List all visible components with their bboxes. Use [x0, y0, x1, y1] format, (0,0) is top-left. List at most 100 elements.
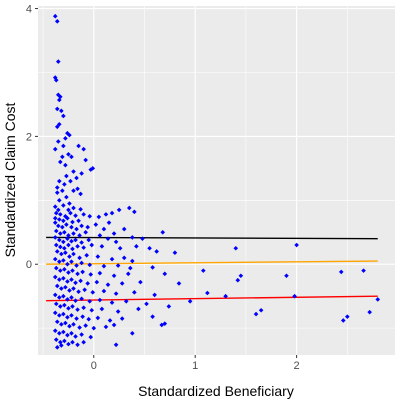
data-point: [294, 242, 299, 248]
data-point: [90, 166, 96, 171]
data-point: [69, 313, 74, 318]
data-point: [238, 273, 244, 279]
data-point: [55, 139, 61, 144]
data-point: [67, 201, 72, 206]
data-point: [79, 171, 84, 176]
data-point: [97, 270, 103, 276]
data-point: [103, 324, 109, 330]
data-point: [187, 299, 193, 304]
data-point: [132, 209, 137, 215]
data-point: [64, 173, 69, 179]
data-point: [83, 157, 88, 163]
data-point: [201, 268, 206, 273]
data-point: [172, 250, 178, 256]
data-point: [125, 271, 131, 277]
data-point: [66, 341, 71, 347]
data-point: [63, 284, 68, 290]
data-point: [75, 342, 80, 348]
data-point: [73, 334, 78, 339]
data-point: [53, 337, 59, 342]
data-point: [61, 218, 66, 224]
data-point: [53, 265, 59, 271]
data-point: [95, 254, 101, 259]
data-point: [70, 339, 75, 345]
data-point: [81, 212, 86, 217]
data-point: [53, 228, 59, 234]
reference-line: [46, 236, 378, 240]
data-point: [150, 265, 155, 270]
data-point: [140, 236, 145, 241]
data-point: [54, 19, 60, 24]
data-point: [83, 229, 88, 235]
data-point: [53, 242, 59, 248]
data-point: [96, 214, 102, 220]
data-point: [69, 154, 74, 160]
data-point: [105, 282, 111, 287]
panel-background: [38, 6, 395, 355]
data-point: [55, 223, 61, 229]
x-axis-ticks: 0 1 2: [91, 355, 300, 372]
data-point: [127, 265, 133, 271]
data-point: [205, 290, 210, 296]
data-point: [81, 245, 86, 250]
data-point: [340, 318, 346, 323]
data-point: [132, 290, 137, 295]
data-point: [162, 271, 168, 277]
data-point: [147, 245, 152, 251]
data-point: [74, 263, 79, 268]
data-point: [62, 267, 67, 272]
data-point: [65, 297, 70, 302]
data-point: [60, 188, 65, 194]
data-point: [65, 130, 70, 136]
data-point: [63, 136, 68, 141]
data-point: [111, 322, 117, 328]
data-point: [93, 222, 99, 227]
data-point: [58, 268, 63, 273]
data-point: [97, 233, 103, 238]
data-point: [73, 280, 78, 286]
data-point: [58, 231, 63, 236]
data-point: [89, 242, 95, 248]
data-point: [56, 97, 62, 103]
data-point: [101, 226, 107, 232]
data-point: [130, 258, 135, 264]
data-point: [76, 289, 81, 295]
data-point: [81, 146, 86, 152]
data-point: [75, 186, 80, 192]
data-point: [59, 286, 64, 291]
data-point: [144, 301, 149, 307]
y-tick-label: 2: [26, 131, 32, 143]
data-point: [54, 249, 60, 254]
y-tick-label: 4: [26, 4, 32, 16]
data-point: [116, 207, 122, 213]
data-point: [85, 281, 90, 286]
data-point: [162, 321, 168, 326]
data-point: [66, 151, 71, 157]
data-point: [60, 224, 65, 230]
data-point: [56, 217, 62, 222]
data-point: [90, 290, 96, 295]
data-point: [71, 188, 76, 194]
data-point: [58, 159, 63, 165]
data-point: [113, 291, 119, 296]
data-point: [130, 235, 135, 240]
data-point: [80, 314, 85, 319]
data-point: [79, 223, 84, 229]
data-point: [63, 250, 68, 256]
data-point: [284, 273, 289, 279]
data-point: [66, 242, 71, 248]
data-point: [78, 278, 83, 284]
data-point: [123, 299, 129, 304]
data-point: [109, 300, 115, 305]
data-point: [52, 146, 58, 152]
data-point: [113, 342, 119, 348]
data-point: [73, 237, 78, 243]
data-point: [61, 275, 66, 281]
data-point: [59, 322, 64, 327]
data-point: [52, 13, 58, 19]
data-point: [66, 207, 71, 213]
data-point: [160, 229, 166, 235]
data-point: [89, 307, 95, 313]
data-point: [235, 277, 241, 283]
data-point: [109, 210, 115, 216]
